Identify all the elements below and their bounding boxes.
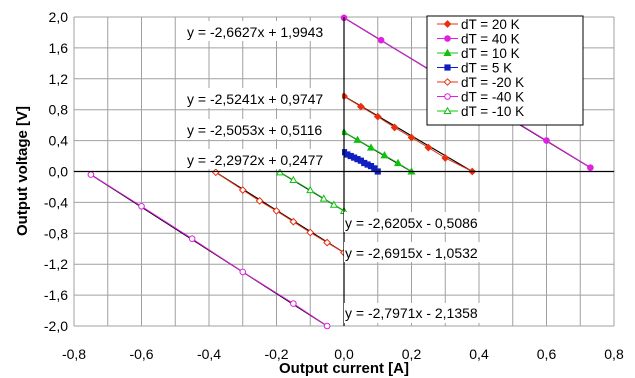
y-tick-label: -0,8	[44, 225, 68, 241]
data-point	[543, 137, 550, 144]
y-tick-label: -2,0	[44, 318, 68, 334]
series-line	[215, 171, 345, 254]
legend-swatch-marker	[443, 48, 452, 57]
data-point	[390, 123, 399, 132]
legend-label: dT = -10 K	[461, 104, 524, 119]
data-point	[87, 171, 95, 178]
data-point	[323, 238, 332, 247]
tick-labels: -0,8 -0,6 -0,4 -0,2 0,0 0,2 0,4 0,6 0,8 2,0 1,6 1,2…	[44, 9, 624, 362]
data-point	[407, 133, 416, 142]
equation-box-4	[184, 149, 342, 169]
legend-label: dT = 20 K	[461, 17, 520, 32]
data-point	[272, 206, 281, 215]
x-tick-label: 0,8	[604, 346, 624, 362]
equation-label-3: y = -2,5053x + 0,5116	[187, 122, 322, 138]
x-tick-label: 0,2	[402, 346, 422, 362]
data-point	[239, 268, 247, 276]
legend-box	[426, 15, 584, 126]
data-point	[289, 175, 298, 184]
data-point	[255, 196, 264, 205]
y-tick-label: -1,6	[44, 287, 68, 303]
legend-swatch-marker	[444, 64, 451, 71]
x-tick-label: 0,6	[537, 346, 557, 362]
data-point	[306, 228, 315, 237]
y-axis-title: Output voltage [V]	[14, 106, 31, 236]
x-tick-label: -0,4	[197, 346, 221, 362]
legend-swatch-marker	[443, 20, 452, 28]
data-point	[366, 143, 376, 151]
data-point	[306, 185, 315, 194]
data-point	[290, 300, 297, 307]
legend-label: dT = 40 K	[461, 32, 520, 47]
axes	[74, 17, 614, 326]
y-tick-label: 0,8	[49, 102, 69, 118]
y-tick-label: 2,0	[49, 9, 69, 25]
legend-swatch-marker	[443, 106, 452, 115]
data-point	[441, 154, 450, 162]
series-line	[90, 174, 328, 327]
trendline	[215, 171, 345, 254]
equation-label-4: y = -2,2972x + 0,2477	[187, 152, 323, 168]
data-point	[353, 135, 362, 143]
data-point	[356, 102, 365, 111]
equation-box-1	[184, 21, 342, 41]
trendline-equations: y = -2,6627x + 1,9943 y = -2,5241x + 0,9…	[184, 21, 510, 323]
x-tick-label: -0,2	[264, 346, 288, 362]
data-point	[323, 322, 331, 330]
y-tick-label: -1,2	[44, 256, 68, 272]
legend-label: dT = 5 K	[461, 61, 512, 76]
data-point	[238, 186, 247, 194]
y-tick-label: 1,2	[49, 71, 69, 87]
x-tick-label: 0,4	[469, 346, 489, 362]
x-tick-label: -0,6	[129, 346, 153, 362]
data-point	[289, 217, 298, 226]
data-point	[319, 194, 328, 202]
equation-box-2	[184, 88, 342, 108]
equation-label-7: y = -2,7971x - 2,1358	[345, 305, 478, 321]
legend-label: dT = 10 K	[461, 46, 520, 61]
y-tick-label: 1,6	[49, 40, 69, 56]
equation-box-5	[344, 212, 510, 232]
data-point	[587, 164, 594, 171]
data-point	[377, 36, 385, 44]
y-tick-label: -0,4	[44, 194, 68, 210]
data-point	[138, 202, 145, 210]
data-point	[380, 151, 389, 159]
equation-label-5: y = -2,6205x - 0,5086	[345, 215, 478, 231]
data-point	[188, 235, 196, 243]
data-point	[424, 143, 433, 152]
data-point	[373, 112, 382, 121]
x-tick-label: -0,8	[62, 346, 86, 362]
x-tick-label: 0,0	[334, 346, 354, 362]
series-line	[343, 95, 473, 172]
legend-label: dT = -20 K	[461, 75, 524, 90]
legend-swatch-marker	[443, 78, 452, 86]
equation-box-6	[344, 242, 510, 262]
data-point	[329, 200, 338, 208]
y-tick-label: 0,4	[49, 133, 69, 149]
equation-label-1: y = -2,6627x + 1,9943	[187, 24, 323, 40]
equation-label-2: y = -2,5241x + 0,9747	[187, 91, 323, 107]
y-tick-label: 0,0	[49, 164, 69, 180]
legend: dT = 20 KdT = 40 KdT = 10 KdT = 5 KdT = …	[426, 15, 584, 126]
legend-swatch-marker	[444, 35, 451, 42]
equation-box-7	[344, 303, 510, 323]
data-point	[393, 158, 403, 167]
x-axis-title: Output current [A]	[279, 360, 409, 377]
legend-label: dT = -40 K	[461, 90, 524, 105]
equation-label-6: y = -2,6915x - 1,0532	[345, 245, 478, 261]
legend-swatch-marker	[444, 93, 451, 100]
equation-box-3	[184, 119, 342, 139]
data-points	[87, 14, 594, 330]
